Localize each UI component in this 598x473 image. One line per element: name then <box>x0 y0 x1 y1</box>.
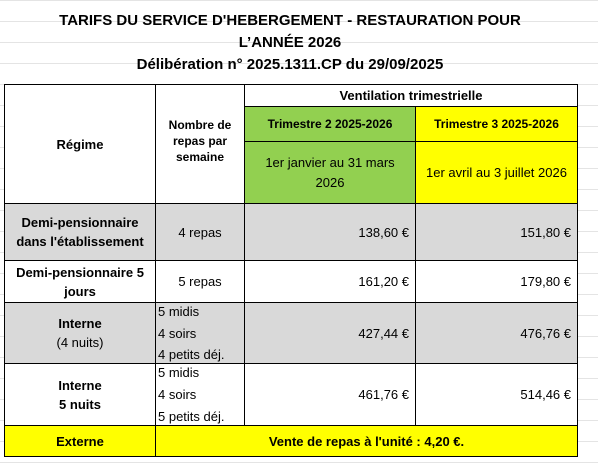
regime-text: dans l'établissement <box>16 234 144 249</box>
footer-text-cell: Vente de repas à l'unité : 4,20 €. <box>155 425 578 457</box>
price-text: 461,76 € <box>358 387 409 402</box>
price-cell: 461,76 € <box>244 363 416 426</box>
header-text: Régime <box>56 136 104 152</box>
meals-cell: 5 midis 4 soirs 4 petits déj. <box>155 302 245 364</box>
header-cell: Ventilation trimestrielle <box>244 84 578 107</box>
price-text: 427,44 € <box>358 325 409 341</box>
price-cell: 138,60 € <box>244 203 416 261</box>
regime-text: Demi-pensionnaire 5 <box>16 264 144 280</box>
price-cell: 514,46 € <box>415 363 578 426</box>
meals-text: 5 midis <box>158 365 200 380</box>
meals-text: 4 repas <box>178 224 222 240</box>
meals-cell: 4 repas <box>155 203 245 261</box>
regime-text: Interne <box>58 377 102 393</box>
price-text: 151,80 € <box>520 224 571 240</box>
quarter-period: 1er avril au 3 juillet 2026 <box>415 141 578 204</box>
footer-text: Externe <box>56 433 104 449</box>
meals-cell: 5 repas <box>155 260 245 303</box>
meals-text: 5 repas <box>178 274 222 289</box>
regime-cell: Interne (4 nuits) <box>4 302 156 364</box>
regime-text: (4 nuits) <box>56 335 104 350</box>
price-cell: 427,44 € <box>244 302 416 364</box>
regime-text: 5 nuits <box>59 396 101 412</box>
regime-text: Demi-pensionnaire <box>21 215 139 230</box>
regime-text: jours <box>64 283 96 299</box>
meals-text: 4 petits déj. <box>158 347 225 362</box>
quarter-period: 1er janvier au 31 mars 2026 <box>244 141 416 204</box>
meals-cell: 5 midis 4 soirs 5 petits déj. <box>155 363 245 426</box>
header-cell: Nombre de repas par semaine <box>155 84 245 204</box>
quarter-name: Trimestre 2 2025-2026 <box>244 106 416 142</box>
meals-text: 5 midis <box>158 304 200 319</box>
regime-cell: Demi-pensionnaire dans l'établissement <box>4 203 156 261</box>
header-cell: Régime <box>4 84 156 204</box>
price-cell: 179,80 € <box>415 260 578 303</box>
period-text: 1er avril au 3 juillet 2026 <box>426 165 567 180</box>
footer-text: Vente de repas à l'unité : 4,20 €. <box>268 433 465 449</box>
regime-cell: Demi-pensionnaire 5 jours <box>4 260 156 303</box>
price-text: 161,20 € <box>358 274 409 289</box>
header-text: Trimestre 3 2025-2026 <box>434 117 559 131</box>
price-text: 476,76 € <box>520 325 571 341</box>
meals-text: 4 soirs <box>158 325 197 341</box>
footer-label: Externe <box>4 425 156 457</box>
price-text: 138,60 € <box>358 224 409 240</box>
price-text: 179,80 € <box>520 274 571 289</box>
price-text: 514,46 € <box>520 387 571 402</box>
meals-text: 5 petits déj. <box>158 409 225 424</box>
meals-text: 4 soirs <box>158 387 197 402</box>
title: TARIFS DU SERVICE D'HEBERGEMENT - RESTAU… <box>59 12 521 29</box>
header-text: Ventilation trimestrielle <box>339 88 483 103</box>
price-cell: 476,76 € <box>415 302 578 364</box>
header-text: Trimestre 2 2025-2026 <box>267 117 393 131</box>
price-cell: 161,20 € <box>244 260 416 303</box>
deliberation: Délibération n° 2025.1311.CP du 29/09/20… <box>136 56 444 73</box>
regime-cell: Interne 5 nuits <box>4 363 156 426</box>
period-text: 1er janvier au 31 mars 2026 <box>265 154 395 190</box>
quarter-name: Trimestre 3 2025-2026 <box>415 106 578 142</box>
price-cell: 151,80 € <box>415 203 578 261</box>
regime-text: Interne <box>58 316 102 331</box>
header-text: Nombre de repas par semaine <box>168 118 232 164</box>
title: L’ANNÉE 2026 <box>238 34 342 51</box>
